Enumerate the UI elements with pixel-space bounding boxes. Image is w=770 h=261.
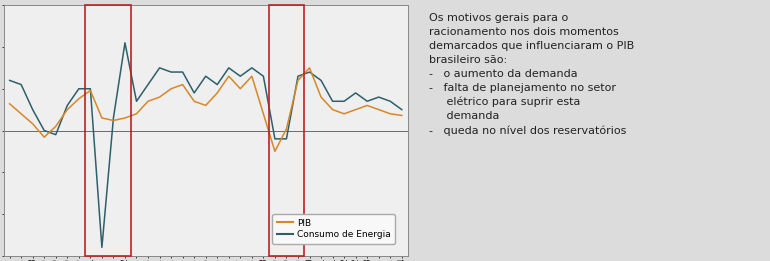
Text: Os motivos gerais para o
racionamento nos dois momentos
demarcados que influenci: Os motivos gerais para o racionamento no…: [429, 13, 634, 136]
Bar: [85, 5, 131, 256]
Bar: [270, 5, 303, 256]
Legend: PIB, Consumo de Energia: PIB, Consumo de Energia: [273, 214, 395, 244]
